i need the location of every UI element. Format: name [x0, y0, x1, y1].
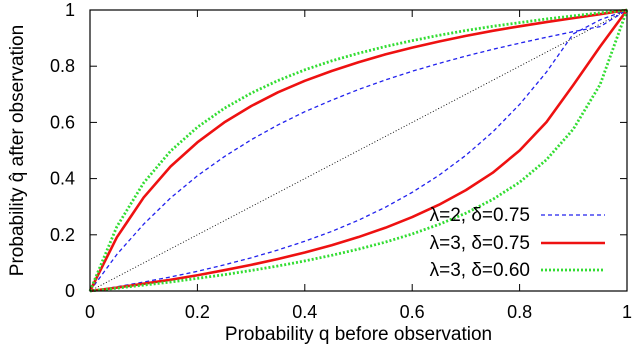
y-tick-label: 0.2: [50, 225, 75, 245]
legend-label-series-2: λ=3, δ=0.75: [430, 233, 530, 254]
y-tick-label: 0: [65, 281, 75, 301]
y-tick-label: 0.4: [50, 169, 75, 189]
y-tick-label: 0.6: [50, 112, 75, 132]
legend-label-series-1: λ=2, δ=0.75: [430, 205, 530, 226]
series-1-upper-curve: [89, 9, 628, 292]
x-tick-label: 0.8: [507, 302, 532, 322]
legend-label-series-3: λ=3, δ=0.60: [430, 260, 530, 281]
series-2-lower-curve: [89, 9, 629, 293]
plot-area: [88, 8, 629, 293]
reference-diagonal-line: [89, 9, 628, 292]
x-tick-label: 0.4: [292, 302, 317, 322]
series-1-lower-curve: [89, 9, 628, 292]
y-tick-label: 1: [65, 0, 75, 20]
plot-frame: [89, 9, 628, 292]
x-tick-label: 1: [622, 302, 632, 322]
legend: λ=2, δ=0.75 λ=3, δ=0.75 λ=3, δ=0.60: [430, 205, 605, 281]
y-tick-label: 0.8: [50, 56, 75, 76]
x-tick-label: 0.6: [400, 302, 425, 322]
x-axis-label: Probability q before observation: [225, 324, 492, 345]
series-3-upper-curve: [88, 8, 628, 292]
axis-ticks: 0 0.2 0.4 0.6 0.8 1 0 0.2 0.4 0.6 0.8 1: [50, 0, 632, 322]
x-tick-label: 0.2: [185, 302, 210, 322]
x-tick-label: 0: [85, 302, 95, 322]
series-2-upper-curve: [88, 8, 628, 292]
y-axis-label: Probability q̂ after observation: [7, 25, 28, 276]
